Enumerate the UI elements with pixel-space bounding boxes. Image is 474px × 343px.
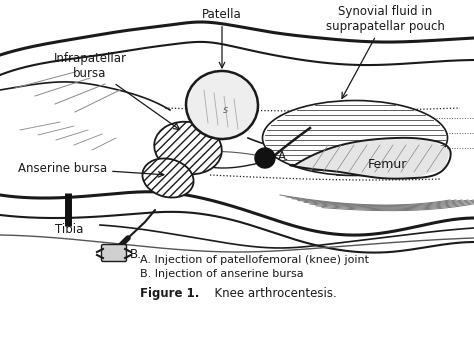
Polygon shape bbox=[290, 138, 450, 178]
Text: A. Injection of patellofemoral (knee) joint: A. Injection of patellofemoral (knee) jo… bbox=[140, 255, 369, 265]
FancyBboxPatch shape bbox=[101, 245, 127, 261]
Ellipse shape bbox=[263, 100, 447, 176]
Text: A.: A. bbox=[278, 150, 290, 163]
Text: Femur: Femur bbox=[368, 158, 407, 171]
Ellipse shape bbox=[186, 71, 258, 139]
Text: Patella: Patella bbox=[202, 8, 242, 68]
Text: B. Injection of anserine bursa: B. Injection of anserine bursa bbox=[140, 269, 304, 279]
Ellipse shape bbox=[154, 122, 222, 174]
Text: Synovial fluid in
suprapatellar pouch: Synovial fluid in suprapatellar pouch bbox=[326, 5, 445, 98]
Text: Knee arthrocentesis.: Knee arthrocentesis. bbox=[207, 287, 337, 300]
Text: s: s bbox=[222, 105, 228, 115]
Text: Anserine bursa: Anserine bursa bbox=[18, 162, 164, 177]
Text: Infrapatellar
bursa: Infrapatellar bursa bbox=[54, 52, 180, 130]
Ellipse shape bbox=[142, 158, 193, 198]
Text: Figure 1.: Figure 1. bbox=[140, 287, 200, 300]
Circle shape bbox=[255, 148, 275, 168]
Text: Tibia: Tibia bbox=[55, 223, 83, 236]
Text: B.: B. bbox=[130, 248, 142, 261]
